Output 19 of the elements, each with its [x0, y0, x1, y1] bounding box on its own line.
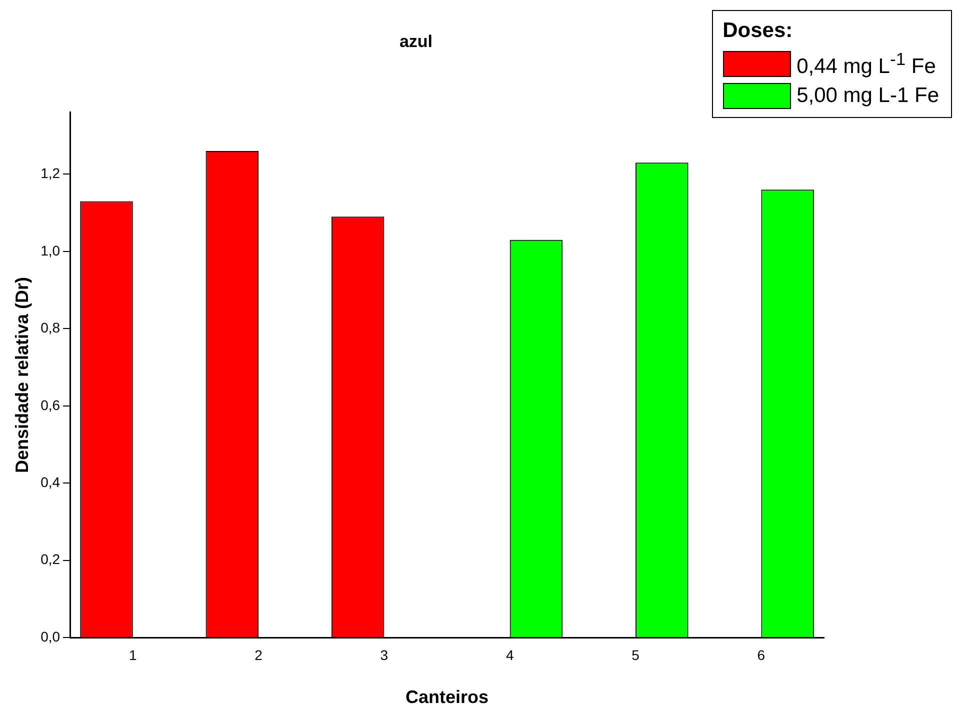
x-tick-label: 3	[380, 646, 388, 663]
y-axis-title: Densidade relativa (Dr)	[12, 276, 32, 474]
y-tick-label: 0,2	[40, 551, 60, 568]
x-tick-label: 5	[632, 646, 640, 663]
y-tick-label: 0,8	[40, 320, 60, 336]
y-tick-label: 0,0	[40, 628, 60, 644]
x-axis-title: Canteiros	[406, 687, 489, 708]
y-tick-label: 0,6	[40, 396, 60, 413]
x-tick-label: 6	[757, 646, 766, 663]
x-tick-label: 4	[506, 646, 514, 663]
y-tick-label: 1,2	[40, 165, 60, 182]
legend-label: 5,00 mg L-1 Fe	[796, 84, 939, 108]
x-tick-label: 1	[128, 646, 137, 663]
y-tick-label: 1,0	[40, 242, 60, 258]
legend-title: Doses:	[722, 19, 794, 43]
y-tick-label: 0,4	[40, 474, 60, 490]
chart-title: azul	[399, 32, 433, 51]
x-tick-label: 2	[254, 646, 263, 663]
legend-label: 0,44 mg L$^{-1}$ Fe	[796, 49, 936, 79]
